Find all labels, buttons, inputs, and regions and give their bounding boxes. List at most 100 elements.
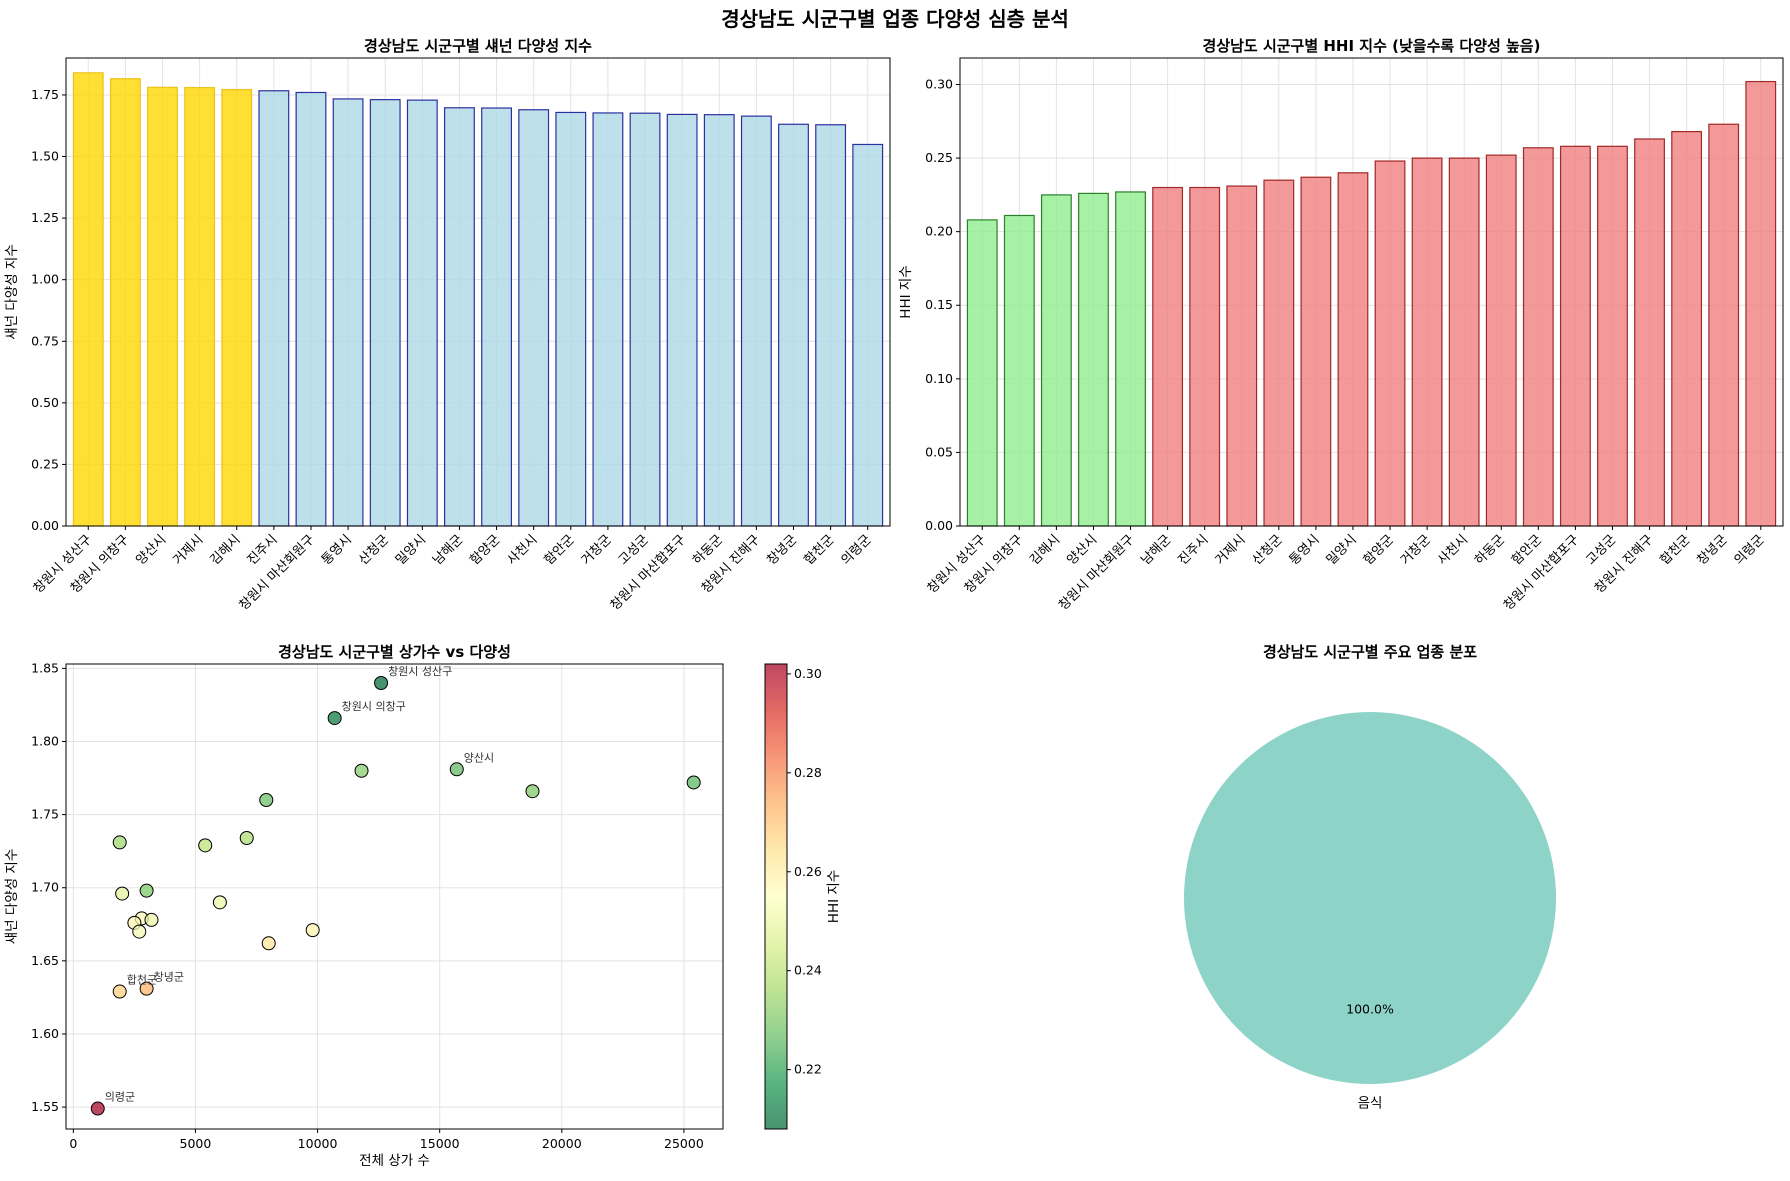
bar (443, 107, 475, 527)
y-tick-label: 1.65 (31, 953, 59, 968)
x-tick-label: 10000 (298, 1136, 338, 1151)
point-annotation: 창원시 성산구 (388, 665, 452, 678)
scatter-point (132, 924, 147, 939)
bar (1374, 160, 1406, 527)
y-axis-label: HHI 지수 (898, 265, 914, 318)
bar (147, 86, 178, 527)
x-tick-label: 함양군 (1361, 532, 1397, 568)
x-tick-label: 합천군 (1657, 532, 1693, 568)
figure-suptitle: 경상남도 시군구별 업종 다양성 심층 분석 (721, 7, 1069, 31)
x-axis-label: 전체 상가 수 (359, 1153, 430, 1169)
chart-title: 경상남도 시군구별 HHI 지수 (낮을수록 다양성 높음) (1203, 37, 1541, 55)
x-tick-label: 산청군 (1250, 532, 1286, 568)
x-tick-label: 5000 (180, 1136, 212, 1151)
pie-slice (1184, 712, 1556, 1084)
scatter-point (139, 883, 154, 898)
bar (966, 219, 998, 527)
pie-chart: 100.0% 음식 경상남도 시군구별 주요 업종 분포 (1184, 643, 1556, 1112)
bar (1226, 185, 1258, 527)
bar (258, 90, 290, 527)
point-annotation: 양산시 (464, 751, 494, 764)
y-tick-label: 0.10 (925, 371, 953, 386)
y-tick-label: 0.20 (925, 224, 953, 239)
bar (1040, 194, 1072, 527)
scatter-point (239, 831, 254, 846)
x-tick-label: 15000 (420, 1136, 460, 1151)
bar (815, 124, 847, 527)
bar (1152, 186, 1184, 527)
bar (221, 88, 253, 527)
bar (369, 99, 401, 527)
bar (592, 112, 624, 527)
scatter-point (212, 895, 227, 910)
plot-frame (65, 57, 891, 527)
bar (1745, 80, 1777, 527)
bar (109, 78, 141, 527)
bar (1597, 145, 1628, 527)
y-tick-label: 1.75 (31, 807, 59, 822)
bar (1115, 191, 1146, 527)
x-tick-label: 창녕군 (764, 532, 800, 568)
x-tick-label: 거제시 (170, 532, 206, 568)
y-tick-label: 1.75 (31, 87, 59, 102)
bar (1300, 176, 1332, 527)
bar (1411, 157, 1443, 527)
y-tick-label: 0.05 (925, 444, 953, 459)
y-tick-label: 0.25 (925, 150, 953, 165)
colorbar-tick-label: 0.26 (794, 864, 822, 879)
x-tick-label: 합천군 (801, 532, 837, 568)
x-tick-label: 의령군 (839, 532, 875, 568)
scatter-point (305, 923, 320, 938)
colorbar (764, 663, 788, 1130)
bar (740, 115, 772, 527)
bar (184, 86, 216, 527)
x-tick-label: 하동군 (1472, 532, 1508, 568)
bar (1263, 179, 1295, 527)
colorbar-tick-label: 0.28 (794, 765, 822, 780)
scatter-point (354, 763, 369, 778)
x-tick-label: 김해시 (208, 532, 244, 568)
y-tick-label: 1.25 (31, 210, 59, 225)
bar (1448, 157, 1480, 527)
y-tick-label: 1.85 (31, 660, 59, 675)
x-tick-label: 함양군 (467, 532, 503, 568)
y-tick-label: 0.25 (31, 456, 59, 471)
point-annotation: 창녕군 (154, 971, 184, 984)
scatter-point (259, 792, 274, 807)
colorbar-tick-label: 0.22 (794, 1062, 822, 1077)
scatter-point (686, 775, 701, 790)
x-tick-label: 산청군 (356, 532, 392, 568)
bar (1559, 145, 1591, 527)
bar (1189, 186, 1221, 527)
x-tick-label: 거창군 (579, 532, 615, 568)
y-tick-label: 0.15 (925, 297, 953, 312)
plot-frame (959, 57, 1784, 527)
scatter-point (112, 835, 127, 850)
x-tick-label: 통영시 (319, 532, 355, 568)
plot-frame (65, 663, 724, 1130)
chart-title: 경상남도 시군구별 주요 업종 분포 (1263, 643, 1477, 661)
x-tick-label: 김해시 (1027, 532, 1063, 568)
bar (72, 72, 104, 527)
scatter-point (198, 838, 213, 853)
bar (332, 98, 364, 527)
y-tick-label: 1.00 (31, 272, 59, 287)
scatter-point (90, 1101, 105, 1116)
bar (295, 91, 327, 527)
bar (406, 99, 438, 527)
pie-slice-label: 음식 (1358, 1096, 1383, 1112)
y-axis-label: 섀넌 다양성 지수 (4, 849, 20, 945)
x-tick-label: 25000 (664, 1136, 704, 1151)
x-tick-label: 거제시 (1213, 532, 1249, 568)
chart-title: 경상남도 시군구별 상가수 vs 다양성 (278, 643, 511, 661)
point-annotation: 창원시 의창구 (342, 700, 406, 713)
x-tick-label: 양산시 (133, 532, 169, 568)
y-tick-label: 1.60 (31, 1026, 59, 1041)
y-axis-label: 섀넌 다양성 지수 (4, 244, 20, 340)
bar (1485, 154, 1517, 527)
point-annotation: 합천군 (127, 973, 157, 987)
x-tick-label: 0 (69, 1136, 77, 1151)
